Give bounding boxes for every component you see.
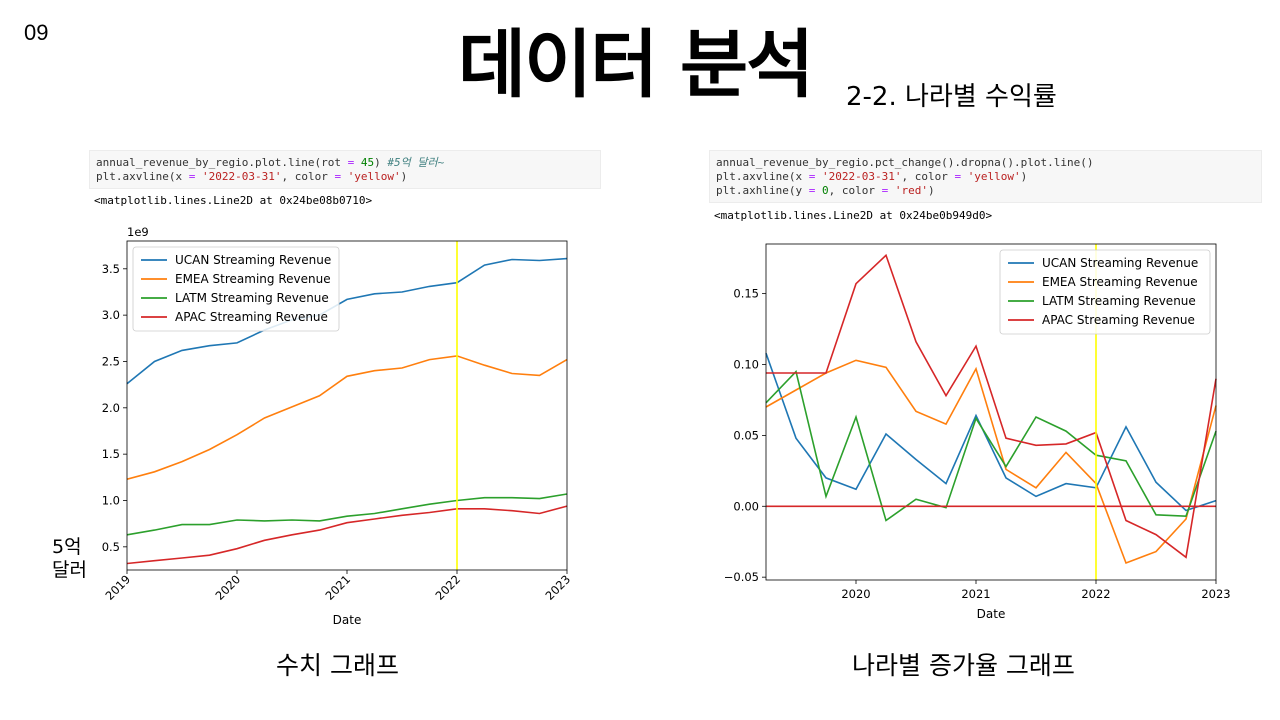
x-tick-label: 2020 xyxy=(841,587,870,601)
code-number: 45 xyxy=(360,156,375,169)
legend-entry: EMEA Streaming Revenue xyxy=(175,272,331,286)
page-subtitle: 2-2. 나라별 수익률 xyxy=(846,82,1057,112)
x-tick-label: 2020 xyxy=(213,572,244,603)
revenue-line-chart: 0.5 1.0 1.5 2.0 2.5 3.0 3.5 2019 2020 2021 2022 202… xyxy=(102,225,574,627)
series-line-latm xyxy=(126,493,568,536)
code-line3-pre: plt.axhline(y xyxy=(716,184,809,197)
code-string: '2022-03-31' xyxy=(201,170,282,183)
x-tick-label: 2023 xyxy=(543,572,574,603)
y-tick-label: 1.5 xyxy=(102,447,120,461)
code-line2-mid: , color xyxy=(281,170,335,183)
y-tick-label: 0.10 xyxy=(733,358,759,372)
code-line2-pre: plt.axvline(x xyxy=(716,170,809,183)
code-string: 'red' xyxy=(894,184,928,197)
code-line2-mid: , color xyxy=(901,170,955,183)
code-string: '2022-03-31' xyxy=(821,170,902,183)
code-operator: = xyxy=(954,170,962,183)
y-tick-label: 2.5 xyxy=(102,354,120,368)
legend-entry: APAC Streaming Revenue xyxy=(175,310,328,324)
legend-entry: EMEA Streaming Revenue xyxy=(1042,275,1198,289)
y-tick-label: 2.0 xyxy=(102,401,120,415)
code-operator: = xyxy=(808,184,816,197)
y-tick-label: 3.0 xyxy=(102,308,120,322)
x-tick-label: 2019 xyxy=(103,572,134,603)
code-line1: annual_revenue_by_regio.pct_change().dro… xyxy=(716,156,1094,169)
x-axis-label: Date xyxy=(333,613,362,627)
legend-box xyxy=(132,246,340,332)
legend-entry: UCAN Streaming Revenue xyxy=(1042,256,1198,270)
y-tick-label: 0.00 xyxy=(733,499,759,513)
x-tick-label: 2022 xyxy=(433,572,464,603)
code-line2-pre: plt.axvline(x xyxy=(96,170,189,183)
growth-rate-line-chart: −0.05 0.00 0.05 0.10 0.15 2020 2021 2022 2023 Dat… xyxy=(724,243,1231,621)
legend-entry: LATM Streaming Revenue xyxy=(1042,294,1196,308)
x-tick-label: 2021 xyxy=(961,587,990,601)
code-line2-post: ) xyxy=(1020,170,1028,183)
x-tick-label: 2022 xyxy=(1081,587,1110,601)
series-line-emea xyxy=(126,355,568,480)
y-tick-label: 0.5 xyxy=(102,540,120,554)
x-tick-label: 2021 xyxy=(323,572,354,603)
code-line1-post: ) xyxy=(374,156,388,169)
code-string: 'yellow' xyxy=(967,170,1021,183)
code-operator: = xyxy=(334,170,342,183)
legend-box xyxy=(999,249,1211,335)
x-axis-label: Date xyxy=(977,607,1006,621)
x-tick-label: 2023 xyxy=(1201,587,1230,601)
y-tick-label: 1.0 xyxy=(102,493,120,507)
code-operator: = xyxy=(188,170,196,183)
left-cell-output: <matplotlib.lines.Line2D at 0x24be08b071… xyxy=(94,194,373,207)
y-tick-label: 3.5 xyxy=(102,262,120,276)
right-cell-output: <matplotlib.lines.Line2D at 0x24be0b949d… xyxy=(714,209,993,222)
code-operator: = xyxy=(347,156,355,169)
code-line2-post: ) xyxy=(400,170,408,183)
code-line1-pre: annual_revenue_by_regio.plot.line(rot xyxy=(96,156,348,169)
plot-frame xyxy=(765,243,1217,581)
right-caption: 나라별 증가율 그래프 xyxy=(852,651,1075,680)
code-operator: = xyxy=(881,184,889,197)
series-line-apac xyxy=(126,505,568,565)
code-line3-mid: , color xyxy=(828,184,882,197)
y-tick-label: 0.15 xyxy=(733,287,759,301)
y-offset-label: 1e9 xyxy=(127,225,149,239)
code-line3-post: ) xyxy=(927,184,935,197)
series-line-ucan xyxy=(126,257,568,385)
series-line-latm xyxy=(765,369,1217,522)
code-comment: #5억 달러~ xyxy=(387,156,445,169)
y-tick-label: 0.05 xyxy=(733,428,759,442)
series-line-ucan xyxy=(765,352,1217,512)
legend-entry: UCAN Streaming Revenue xyxy=(175,253,331,267)
units-label-line2: 달러 xyxy=(52,559,87,581)
code-number: 0 xyxy=(821,184,829,197)
units-label: 5억 달러 xyxy=(52,536,87,582)
legend-entry: LATM Streaming Revenue xyxy=(175,291,329,305)
series-line-apac xyxy=(766,253,1217,559)
left-code-cell: annual_revenue_by_regio.plot.line(rot = … xyxy=(89,150,601,189)
code-operator: = xyxy=(808,170,816,183)
page-title: 데이터 분석 xyxy=(458,22,814,108)
legend-entry: APAC Streaming Revenue xyxy=(1042,313,1195,327)
slide-number: 09 xyxy=(24,20,49,45)
units-label-line1: 5억 xyxy=(52,536,82,558)
y-tick-label: −0.05 xyxy=(724,570,759,584)
code-string: 'yellow' xyxy=(347,170,401,183)
series-line-emea xyxy=(765,359,1217,565)
left-caption: 수치 그래프 xyxy=(276,651,399,680)
right-code-cell: annual_revenue_by_regio.pct_change().dro… xyxy=(709,150,1262,203)
